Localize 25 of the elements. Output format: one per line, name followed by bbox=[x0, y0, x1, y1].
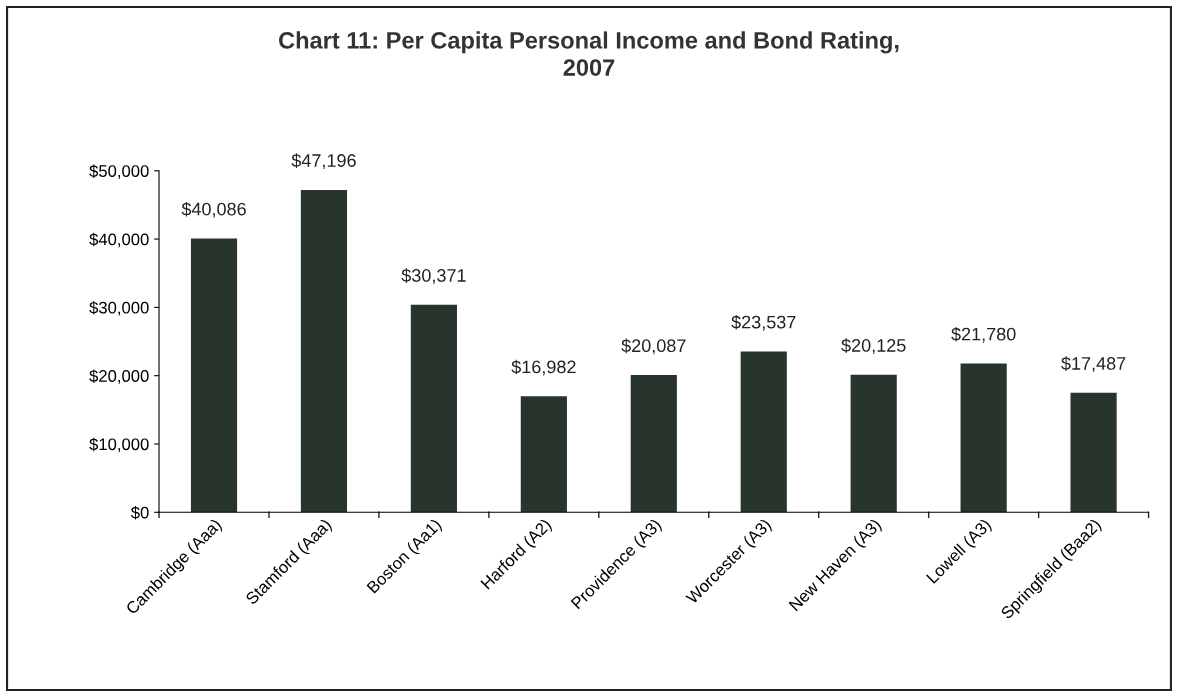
bar bbox=[410, 304, 457, 513]
y-tick-label: $30,000 bbox=[89, 301, 149, 316]
y-tick-label: $40,000 bbox=[89, 232, 149, 248]
data-label: $21,780 bbox=[951, 326, 1016, 343]
bar bbox=[190, 238, 238, 513]
data-label: $20,125 bbox=[841, 338, 906, 354]
bar bbox=[740, 351, 787, 513]
data-label: $47,196 bbox=[291, 153, 356, 170]
y-tick-label: $10,000 bbox=[89, 437, 149, 453]
bar bbox=[630, 375, 677, 513]
chart-title: Chart 11: Per Capita Personal Income and Bond Rating, 2007 bbox=[279, 31, 899, 76]
bar bbox=[300, 189, 348, 513]
y-tick-label: $20,000 bbox=[89, 369, 149, 384]
data-label: $17,487 bbox=[1061, 356, 1126, 372]
data-label: $16,982 bbox=[511, 359, 576, 376]
y-tick-label: $0 bbox=[130, 506, 149, 520]
data-label: $20,087 bbox=[621, 338, 686, 355]
bar bbox=[850, 374, 897, 513]
data-label: $40,086 bbox=[181, 201, 246, 218]
bar bbox=[960, 363, 1007, 513]
y-tick-label: $50,000 bbox=[89, 164, 149, 179]
bar bbox=[520, 396, 567, 513]
data-label: $23,537 bbox=[731, 314, 796, 331]
data-label: $30,371 bbox=[401, 268, 466, 284]
bar bbox=[1070, 392, 1117, 513]
